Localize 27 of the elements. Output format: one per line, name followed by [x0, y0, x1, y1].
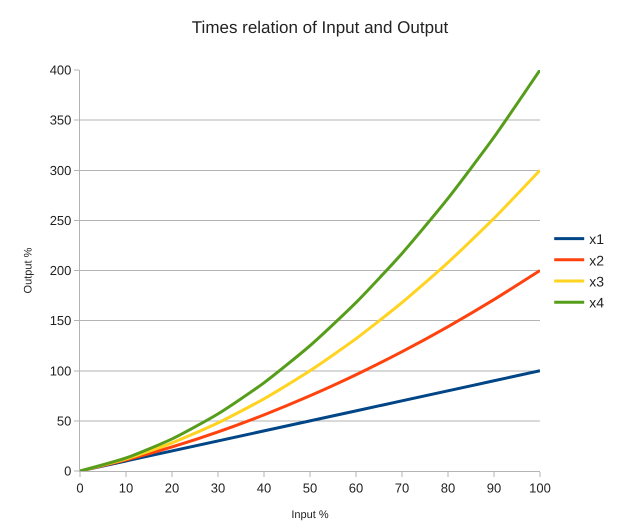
y-tick-label: 400	[50, 62, 72, 78]
x-tick-label: 80	[440, 480, 456, 496]
y-tick-label: 50	[56, 413, 72, 428]
y-tick-label: 300	[50, 162, 72, 178]
x-tick-label: 40	[256, 480, 272, 496]
y-tick-label: 150	[50, 313, 72, 328]
x-tick-label: 10	[118, 480, 134, 496]
legend-label: x2	[589, 252, 604, 268]
x-tick-label: 50	[302, 480, 318, 496]
x-tick-label: 20	[164, 480, 180, 496]
y-axis-title: Output %	[22, 247, 34, 294]
x-tick-label: 0	[76, 480, 84, 496]
chart-title: Times relation of Input and Output	[192, 18, 448, 38]
legend-label: x3	[589, 273, 604, 290]
x-axis-title: Input %	[291, 508, 329, 521]
x-tick-label: 90	[486, 480, 502, 496]
y-tick-label: 0	[64, 464, 72, 479]
y-tick-label: 250	[50, 212, 72, 228]
y-tick-label: 100	[50, 363, 72, 378]
x-tick-label: 70	[394, 480, 410, 496]
y-tick-label: 350	[50, 112, 72, 128]
x-tick-label: 30	[210, 480, 226, 496]
legend-label: x1	[589, 231, 604, 248]
y-tick-label: 200	[50, 263, 72, 278]
x-tick-label: 60	[348, 480, 364, 496]
legend-label: x4	[589, 294, 604, 311]
x-tick-label: 100	[529, 480, 551, 496]
